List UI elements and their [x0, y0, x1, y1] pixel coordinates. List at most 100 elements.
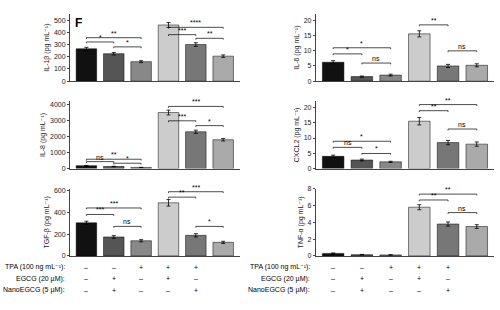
- svg-text:2000: 2000: [50, 133, 66, 140]
- svg-text:+: +: [389, 264, 393, 271]
- svg-text:400: 400: [54, 209, 66, 216]
- svg-text:ns: ns: [458, 205, 466, 212]
- svg-text:**: **: [111, 30, 117, 37]
- svg-text:–: –: [166, 287, 170, 294]
- svg-text:20: 20: [304, 104, 312, 111]
- svg-text:–: –: [84, 264, 88, 271]
- svg-text:0: 0: [308, 252, 312, 259]
- svg-text:8: 8: [308, 185, 312, 192]
- svg-text:F: F: [75, 16, 82, 30]
- svg-text:200: 200: [54, 231, 66, 238]
- svg-text:ns: ns: [344, 139, 352, 146]
- svg-text:*: *: [375, 145, 378, 152]
- svg-text:**: **: [445, 186, 451, 193]
- svg-text:0: 0: [308, 78, 312, 85]
- svg-text:*: *: [346, 46, 349, 53]
- svg-text:1000: 1000: [50, 149, 66, 156]
- svg-text:*: *: [208, 118, 211, 125]
- svg-text:TGF-β (pg mL⁻¹): TGF-β (pg mL⁻¹): [43, 196, 51, 248]
- svg-text:–: –: [360, 264, 364, 271]
- svg-text:5: 5: [308, 62, 312, 69]
- svg-text:ns: ns: [123, 218, 131, 225]
- svg-text:CXCL2 (pg mL⁻¹): CXCL2 (pg mL⁻¹): [293, 108, 301, 163]
- svg-text:600: 600: [54, 187, 66, 194]
- svg-text:IL-1β (pg mL⁻¹): IL-1β (pg mL⁻¹): [43, 24, 51, 72]
- svg-text:TPA (100 ng mL⁻¹):: TPA (100 ng mL⁻¹):: [250, 263, 310, 271]
- svg-text:*: *: [360, 133, 363, 140]
- svg-text:ns: ns: [372, 55, 380, 62]
- svg-text:0: 0: [62, 165, 66, 172]
- svg-text:2: 2: [308, 236, 312, 243]
- svg-text:10: 10: [304, 134, 312, 141]
- svg-text:–: –: [389, 287, 393, 294]
- svg-text:+: +: [194, 287, 198, 294]
- svg-text:500: 500: [54, 17, 66, 24]
- svg-text:6: 6: [308, 202, 312, 209]
- svg-text:IL-6 (pg mL⁻¹): IL-6 (pg mL⁻¹): [293, 26, 301, 70]
- svg-text:*: *: [360, 40, 363, 47]
- svg-text:**: **: [431, 103, 437, 110]
- svg-text:**: **: [179, 189, 185, 196]
- svg-text:–: –: [446, 275, 450, 282]
- svg-text:10: 10: [304, 47, 312, 54]
- svg-text:TNF-α (pg mL⁻¹): TNF-α (pg mL⁻¹): [297, 196, 305, 248]
- svg-text:–: –: [194, 275, 198, 282]
- svg-text:0: 0: [62, 252, 66, 259]
- svg-text:*: *: [208, 218, 211, 225]
- svg-text:100: 100: [54, 65, 66, 72]
- svg-text:0: 0: [308, 165, 312, 172]
- svg-text:ns: ns: [96, 154, 104, 161]
- svg-text:**: **: [445, 97, 451, 104]
- svg-text:****: ****: [190, 19, 201, 26]
- svg-text:+: +: [194, 264, 198, 271]
- svg-text:+: +: [446, 287, 450, 294]
- svg-text:+: +: [112, 287, 116, 294]
- svg-text:*: *: [99, 34, 102, 41]
- svg-text:***: ***: [192, 184, 200, 191]
- svg-text:+: +: [446, 264, 450, 271]
- svg-text:4: 4: [308, 219, 312, 226]
- svg-text:**: **: [431, 192, 437, 199]
- svg-text:200: 200: [54, 53, 66, 60]
- svg-text:4000: 4000: [50, 101, 66, 108]
- svg-text:+: +: [166, 264, 170, 271]
- svg-text:+: +: [139, 264, 143, 271]
- svg-text:**: **: [431, 17, 437, 24]
- svg-text:***: ***: [96, 206, 104, 213]
- svg-text:*: *: [126, 155, 129, 162]
- svg-text:**: **: [111, 151, 117, 158]
- svg-text:–: –: [139, 275, 143, 282]
- svg-text:+: +: [417, 264, 421, 271]
- svg-text:–: –: [331, 264, 335, 271]
- svg-text:0: 0: [62, 78, 66, 85]
- svg-text:+: +: [360, 287, 364, 294]
- svg-text:+: +: [166, 275, 170, 282]
- svg-text:–: –: [417, 287, 421, 294]
- svg-text:EGCG (20 µM):: EGCG (20 µM):: [261, 275, 310, 283]
- svg-text:400: 400: [54, 29, 66, 36]
- svg-text:–: –: [84, 287, 88, 294]
- svg-text:+: +: [112, 275, 116, 282]
- svg-text:+: +: [417, 275, 421, 282]
- svg-text:+: +: [360, 275, 364, 282]
- svg-text:***: ***: [110, 200, 118, 207]
- svg-text:15: 15: [304, 119, 312, 126]
- svg-text:–: –: [331, 287, 335, 294]
- svg-text:–: –: [139, 287, 143, 294]
- svg-text:5: 5: [308, 150, 312, 157]
- svg-text:**: **: [207, 30, 213, 37]
- svg-text:IL-8 (pg mL⁻¹): IL-8 (pg mL⁻¹): [39, 113, 47, 157]
- svg-text:300: 300: [54, 41, 66, 48]
- svg-text:–: –: [84, 275, 88, 282]
- svg-text:***: ***: [192, 98, 200, 105]
- svg-text:***: ***: [178, 113, 186, 120]
- svg-text:EGCG (20 µM):: EGCG (20 µM):: [16, 275, 65, 283]
- svg-text:*: *: [126, 39, 129, 46]
- svg-text:NanoEGCG (5 µM):: NanoEGCG (5 µM):: [3, 286, 65, 294]
- svg-text:–: –: [389, 275, 393, 282]
- svg-text:NanoEGCG (5 µM):: NanoEGCG (5 µM):: [248, 286, 310, 294]
- svg-text:ns: ns: [458, 43, 466, 50]
- svg-text:15: 15: [304, 32, 312, 39]
- svg-text:–: –: [112, 264, 116, 271]
- svg-text:–: –: [331, 275, 335, 282]
